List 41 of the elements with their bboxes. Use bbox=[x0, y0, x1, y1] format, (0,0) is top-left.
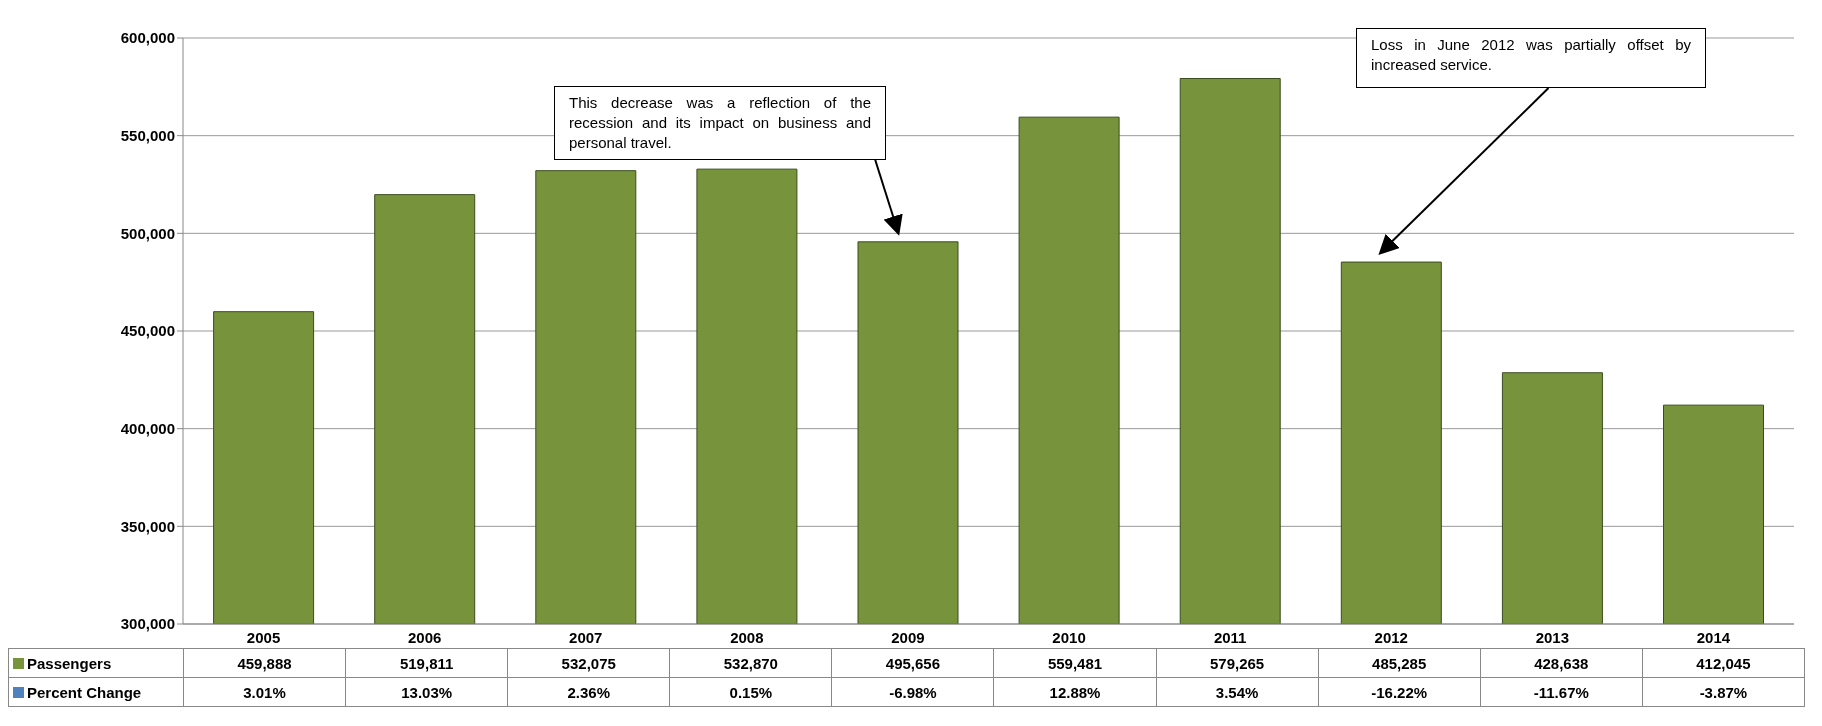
x-tick-label: 2011 bbox=[1213, 628, 1247, 646]
text: -3.87% bbox=[1699, 683, 1748, 701]
text: -11.67% bbox=[1533, 683, 1589, 701]
data-label: 532,075 bbox=[507, 648, 670, 678]
text: 12.88% bbox=[1049, 683, 1101, 701]
text: 2.36% bbox=[567, 683, 610, 701]
data-label: 412,045 bbox=[1642, 648, 1805, 678]
y-tick-label: 450,000 bbox=[120, 322, 175, 340]
text: 3.54% bbox=[1215, 683, 1259, 701]
data-label: 485,285 bbox=[1318, 648, 1481, 678]
data-label: 459,888 bbox=[183, 648, 346, 678]
text: 0.15% bbox=[729, 683, 773, 701]
x-tick-label: 2008 bbox=[730, 628, 764, 646]
text: -16.22% bbox=[1371, 683, 1428, 701]
callout-box: Loss in June 2012 was partially offset by increased service. bbox=[1356, 28, 1706, 88]
x-tick-label: 2012 bbox=[1374, 628, 1408, 646]
y-tick-label: 400,000 bbox=[120, 419, 175, 437]
data-label: 495,656 bbox=[831, 648, 994, 678]
text: 13.03% bbox=[401, 683, 453, 701]
x-tick-label: 2006 bbox=[407, 628, 442, 646]
x-tick-label: 2005 bbox=[246, 628, 281, 646]
x-tick-label: 2007 bbox=[569, 628, 603, 646]
text: 3.01% bbox=[243, 683, 286, 701]
data-label: 579,265 bbox=[1156, 648, 1319, 678]
y-tick-label: 600,000 bbox=[120, 29, 175, 47]
y-tick-label: 550,000 bbox=[120, 126, 175, 144]
legend-label: Passengers bbox=[8, 648, 184, 678]
data-label: 519,811 bbox=[345, 648, 508, 678]
text: -6.98% bbox=[889, 683, 937, 701]
x-tick-label: 2013 bbox=[1535, 628, 1570, 646]
legend-label: Percent Change bbox=[8, 677, 184, 707]
data-label: 559,481 bbox=[993, 648, 1157, 678]
y-tick-label: 350,000 bbox=[120, 517, 175, 535]
y-tick-label: 300,000 bbox=[120, 615, 175, 633]
y-tick-label: 500,000 bbox=[120, 224, 175, 242]
x-tick-label: 2009 bbox=[891, 628, 925, 646]
data-label: 428,638 bbox=[1480, 648, 1643, 678]
callout-box: This decrease was a reflection of the recession and its impact on business and personal travel. bbox=[554, 86, 886, 160]
x-tick-label: 2014 bbox=[1696, 628, 1731, 646]
data-label: 532,870 bbox=[669, 648, 832, 678]
x-tick-label: 2010 bbox=[1052, 628, 1086, 646]
